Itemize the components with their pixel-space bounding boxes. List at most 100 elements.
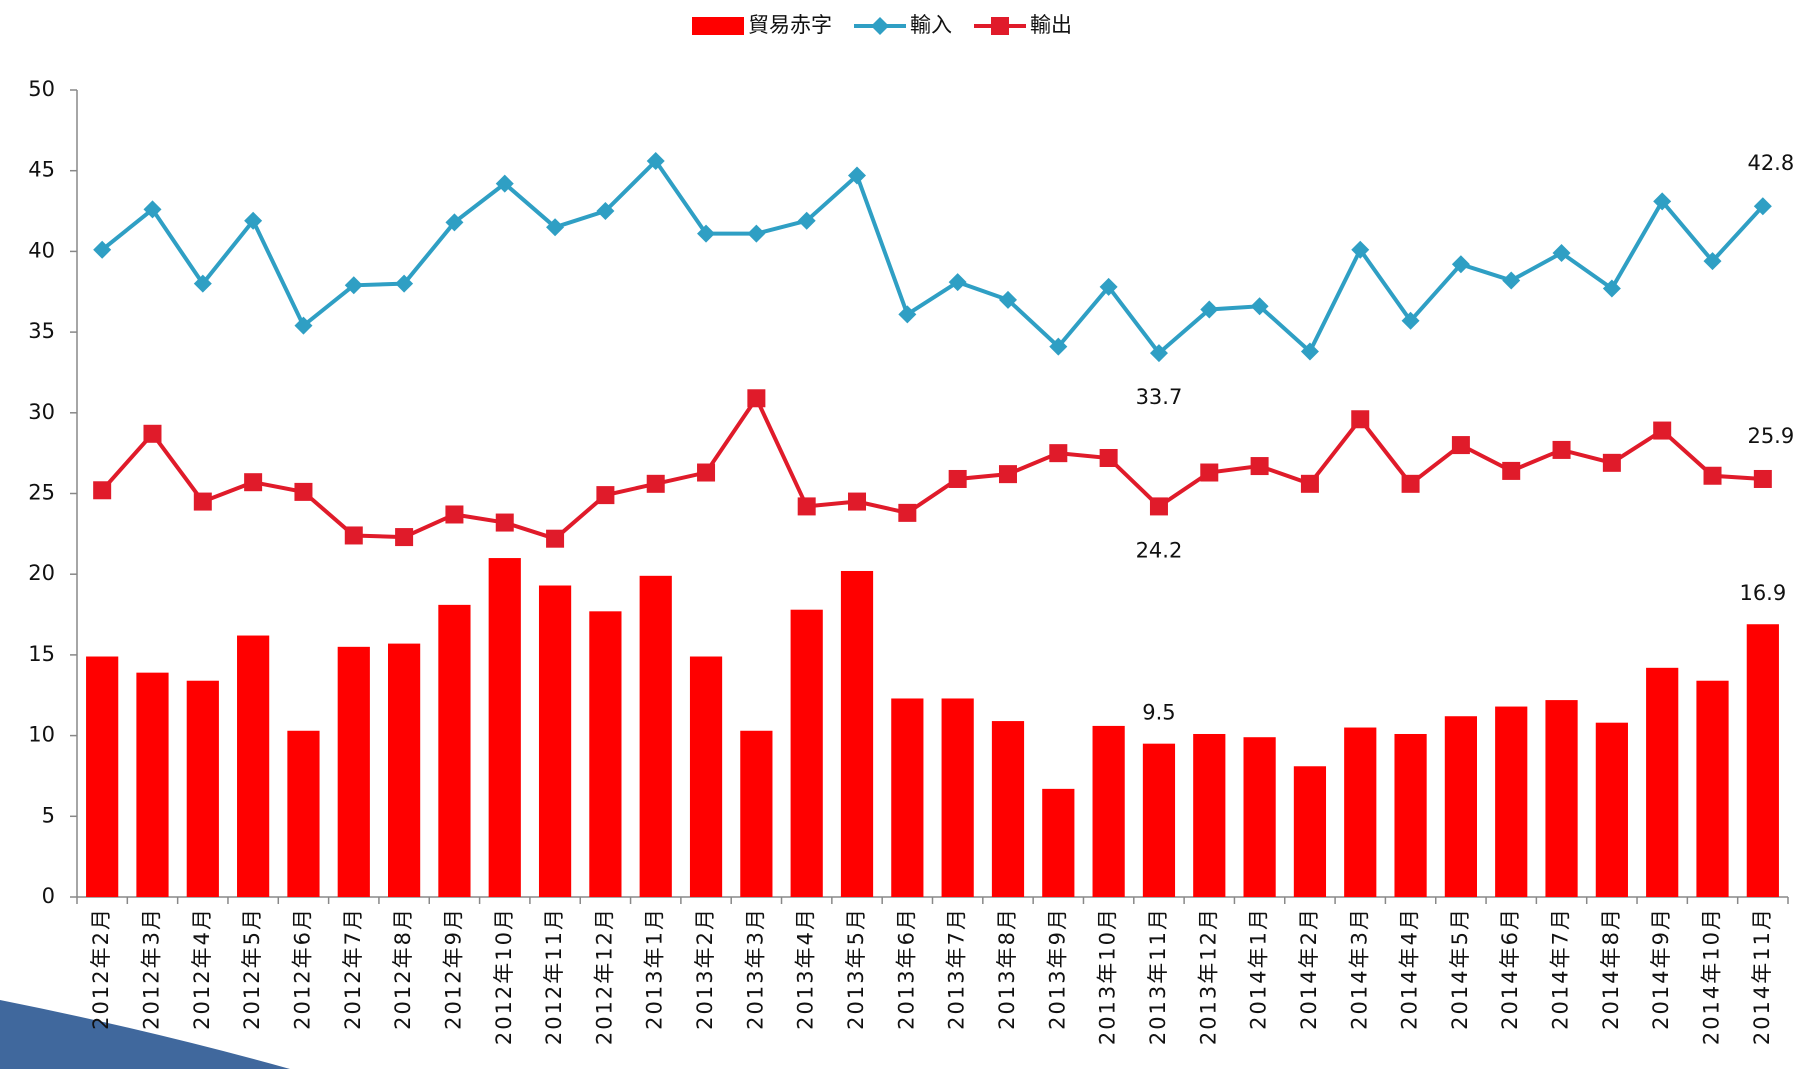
x-tick-label: 2014年11月	[1750, 907, 1774, 1045]
y-tick-label: 5	[42, 803, 55, 827]
y-tick-label: 30	[28, 400, 55, 424]
point	[747, 389, 765, 407]
y-tick-label: 15	[28, 642, 55, 666]
point	[798, 497, 816, 515]
point	[1502, 462, 1520, 480]
point	[143, 425, 161, 443]
point	[395, 528, 413, 546]
x-tick-label: 2012年2月	[89, 907, 113, 1030]
bar	[1294, 766, 1326, 897]
line	[102, 161, 1763, 353]
point	[898, 504, 916, 522]
point	[991, 17, 1009, 35]
x-tick-label: 2013年7月	[945, 907, 969, 1030]
bar	[942, 698, 974, 897]
x-tick-label: 2014年8月	[1599, 907, 1623, 1030]
x-tick-label: 2012年12月	[592, 907, 616, 1045]
x-tick-label: 2014年2月	[1297, 907, 1321, 1030]
y-tick-label: 40	[28, 238, 55, 262]
point	[496, 514, 514, 532]
x-tick-label: 2012年3月	[139, 907, 163, 1030]
bar	[187, 681, 219, 897]
bar	[589, 611, 621, 897]
point	[1402, 475, 1420, 493]
legend-label: 輸入	[910, 13, 952, 37]
x-tick-label: 2012年4月	[190, 907, 214, 1030]
data-label: 42.8	[1747, 151, 1794, 175]
data-label: 33.7	[1136, 385, 1183, 409]
point	[1049, 444, 1067, 462]
bar	[237, 636, 269, 897]
x-tick-label: 2014年10月	[1700, 907, 1724, 1045]
point	[1704, 467, 1722, 485]
y-tick-label: 25	[28, 481, 55, 505]
bar	[1093, 726, 1125, 897]
point	[871, 17, 889, 35]
point	[244, 473, 262, 491]
bar	[1394, 734, 1426, 897]
point	[596, 486, 614, 504]
x-tick-label: 2012年6月	[290, 907, 314, 1030]
point	[1502, 271, 1520, 289]
x-tick-label: 2014年1月	[1247, 907, 1271, 1030]
bar	[1193, 734, 1225, 897]
legend-label: 輸出	[1030, 13, 1072, 37]
x-tick-label: 2013年4月	[794, 907, 818, 1030]
legend-label: 貿易赤字	[748, 13, 832, 37]
data-label: 9.5	[1142, 701, 1175, 725]
legend: 貿易赤字 輸入 輸出	[692, 13, 1072, 37]
point	[848, 493, 866, 511]
bar	[791, 610, 823, 897]
point	[1653, 422, 1671, 440]
x-tick-label: 2014年6月	[1498, 907, 1522, 1030]
bar	[690, 657, 722, 897]
y-tick-label: 35	[28, 319, 55, 343]
x-tick-label: 2014年4月	[1398, 907, 1422, 1030]
bar	[539, 585, 571, 897]
point	[93, 481, 111, 499]
x-tick-label: 2013年6月	[894, 907, 918, 1030]
x-tick-label: 2013年10月	[1096, 907, 1120, 1045]
point	[546, 530, 564, 548]
x-tick-label: 2014年5月	[1448, 907, 1472, 1030]
x-tick-label: 2012年10月	[492, 907, 516, 1045]
x-tick-label: 2013年9月	[1045, 907, 1069, 1030]
point	[1351, 410, 1369, 428]
bar	[992, 721, 1024, 897]
point	[1100, 449, 1118, 467]
bar	[891, 698, 923, 897]
bar	[287, 731, 319, 897]
point	[999, 465, 1017, 483]
x-tick-label: 2013年5月	[844, 907, 868, 1030]
point	[1200, 464, 1218, 482]
x-tick-label: 2013年11月	[1146, 907, 1170, 1045]
bar	[338, 647, 370, 897]
point	[294, 483, 312, 501]
x-tick-label: 2014年9月	[1649, 907, 1673, 1030]
bar	[1696, 681, 1728, 897]
data-label: 24.2	[1136, 538, 1183, 562]
bar	[1747, 624, 1779, 897]
y-tick-label: 0	[42, 884, 55, 908]
bar	[1243, 737, 1275, 897]
x-tick-label: 2012年8月	[391, 907, 415, 1030]
point	[1553, 441, 1571, 459]
x-tick-label: 2013年1月	[643, 907, 667, 1030]
point	[697, 464, 715, 482]
y-tick-label: 45	[28, 158, 55, 182]
x-tick-label: 2012年5月	[240, 907, 264, 1030]
x-tick-label: 2012年11月	[542, 907, 566, 1045]
x-tick-label: 2014年3月	[1347, 907, 1371, 1030]
y-tick-label: 10	[28, 723, 55, 747]
x-tick-label: 2013年8月	[995, 907, 1019, 1030]
data-label: 25.9	[1747, 424, 1794, 448]
point	[1150, 497, 1168, 515]
bar	[136, 673, 168, 897]
bar	[1495, 707, 1527, 897]
point	[445, 505, 463, 523]
bar	[1042, 789, 1074, 897]
bar	[841, 571, 873, 897]
point	[949, 470, 967, 488]
bar	[86, 657, 118, 897]
bar	[640, 576, 672, 897]
